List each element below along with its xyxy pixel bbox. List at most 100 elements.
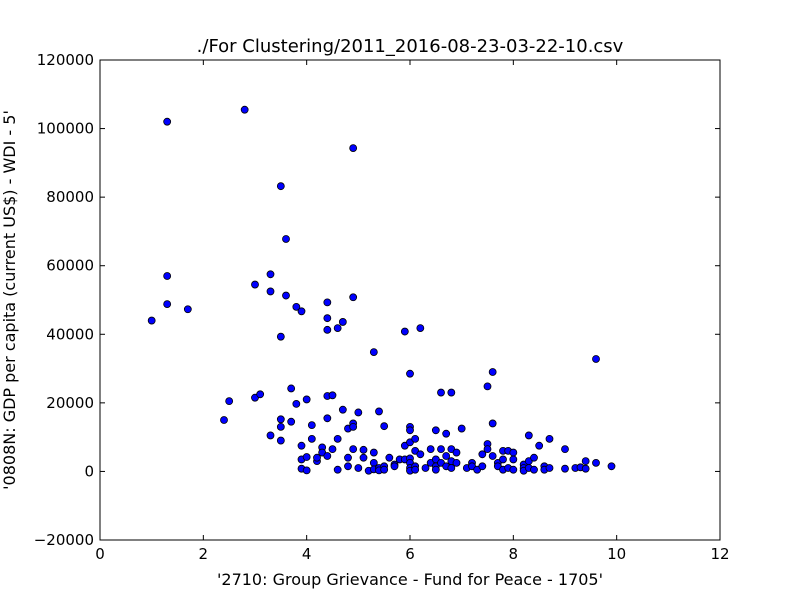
scatter-point [225, 397, 234, 406]
scatter-point [251, 280, 259, 289]
scatter-point [302, 466, 311, 475]
scatter-point [581, 457, 590, 466]
scatter-point [266, 270, 275, 279]
scatter-point [452, 448, 461, 457]
scatter-point [163, 272, 172, 280]
scatter-point [380, 465, 389, 474]
y-tick-label: 80000 [46, 188, 94, 206]
scatter-point [297, 307, 306, 316]
scatter-point [287, 417, 296, 426]
scatter-point [561, 464, 569, 473]
y-tick-label: 40000 [46, 325, 94, 343]
y-tick-label: 0 [84, 462, 94, 480]
scatter-point [509, 465, 518, 474]
scatter-point [426, 445, 435, 454]
scatter-point [276, 415, 285, 424]
scatter-point [545, 434, 554, 443]
scatter-point [323, 325, 332, 334]
y-tick-label: 60000 [46, 257, 94, 275]
scatter-point [282, 291, 290, 300]
scatter-point [545, 464, 554, 472]
scatter-point [509, 448, 518, 457]
scatter-point [447, 464, 456, 472]
scatter-point [323, 414, 332, 423]
x-tick-label: 2 [199, 545, 209, 563]
scatter-point [416, 324, 425, 333]
scatter-point [592, 355, 600, 363]
scatter-point [328, 391, 337, 400]
scatter-point [349, 422, 358, 431]
scatter-point [276, 332, 285, 341]
scatter-point [333, 465, 342, 474]
scatter-point [581, 464, 590, 473]
scatter-point [359, 453, 368, 462]
scatter-point [323, 452, 332, 460]
scatter-point [292, 399, 301, 408]
scatter-point [499, 455, 507, 464]
scatter-point [333, 324, 342, 333]
scatter-point [282, 235, 290, 243]
scatter-point [240, 105, 249, 114]
x-tick-label: 12 [710, 545, 729, 563]
scatter-point [276, 422, 285, 431]
scatter-point [478, 462, 487, 471]
scatter-point [524, 431, 533, 440]
scatter-point [307, 421, 316, 430]
scatter-point [488, 452, 497, 460]
scatter-point [530, 453, 538, 462]
scatter-point [328, 445, 337, 454]
scatter-point [183, 305, 192, 314]
scatter-point [400, 327, 409, 336]
scatter-point [478, 450, 487, 459]
scatter-point [323, 298, 332, 307]
scatter-point [338, 318, 347, 326]
y-tick-label: −20000 [34, 531, 94, 549]
scatter-point [483, 382, 492, 391]
scatter-point [452, 458, 461, 467]
scatter-point [266, 287, 275, 296]
scatter-point [535, 441, 544, 450]
scatter-point [256, 390, 265, 399]
scatter-point [313, 453, 321, 462]
scatter-point [349, 144, 358, 153]
scatter-point [344, 453, 352, 462]
scatter-point [442, 429, 451, 438]
scatter-point [431, 426, 440, 435]
scatter-point [307, 434, 316, 443]
y-tick-label: 120000 [37, 51, 94, 69]
scatter-point [488, 368, 497, 376]
scatter-point [411, 434, 420, 443]
scatter-point [406, 426, 414, 435]
scatter-point [333, 434, 342, 443]
scatter-point [323, 314, 332, 323]
scatter-point [297, 441, 306, 450]
scatter-point [220, 416, 228, 424]
scatter-point [375, 407, 383, 416]
x-axis-label: '2710: Group Grievance - Fund for Peace … [217, 570, 603, 589]
scatter-point [431, 465, 440, 474]
scatter-point [359, 445, 368, 454]
scatter-point [442, 452, 451, 460]
scatter-point [338, 405, 347, 414]
scatter-point [276, 182, 285, 191]
scatter-point [421, 464, 430, 472]
scatter-point [385, 453, 394, 462]
scatter-point [561, 445, 569, 454]
scatter-point [457, 424, 466, 433]
scatter-point [406, 369, 414, 378]
y-tick-label: 100000 [37, 120, 94, 138]
scatter-point [163, 117, 172, 126]
ticks-layer: 0 2 4 6 8 10 12−200000200004000060000800001000… [34, 51, 730, 563]
scatter-point [344, 462, 352, 471]
x-tick-label: 10 [607, 545, 626, 563]
scatter-point [390, 462, 399, 471]
scatter-point [266, 431, 275, 440]
scatter-point [349, 293, 358, 302]
scatter-point [369, 448, 378, 457]
scatter-point [163, 300, 172, 309]
x-tick-label: 0 [95, 545, 105, 563]
scatter-point [147, 316, 156, 325]
y-tick-label: 20000 [46, 394, 94, 412]
scatter-point [411, 465, 420, 474]
